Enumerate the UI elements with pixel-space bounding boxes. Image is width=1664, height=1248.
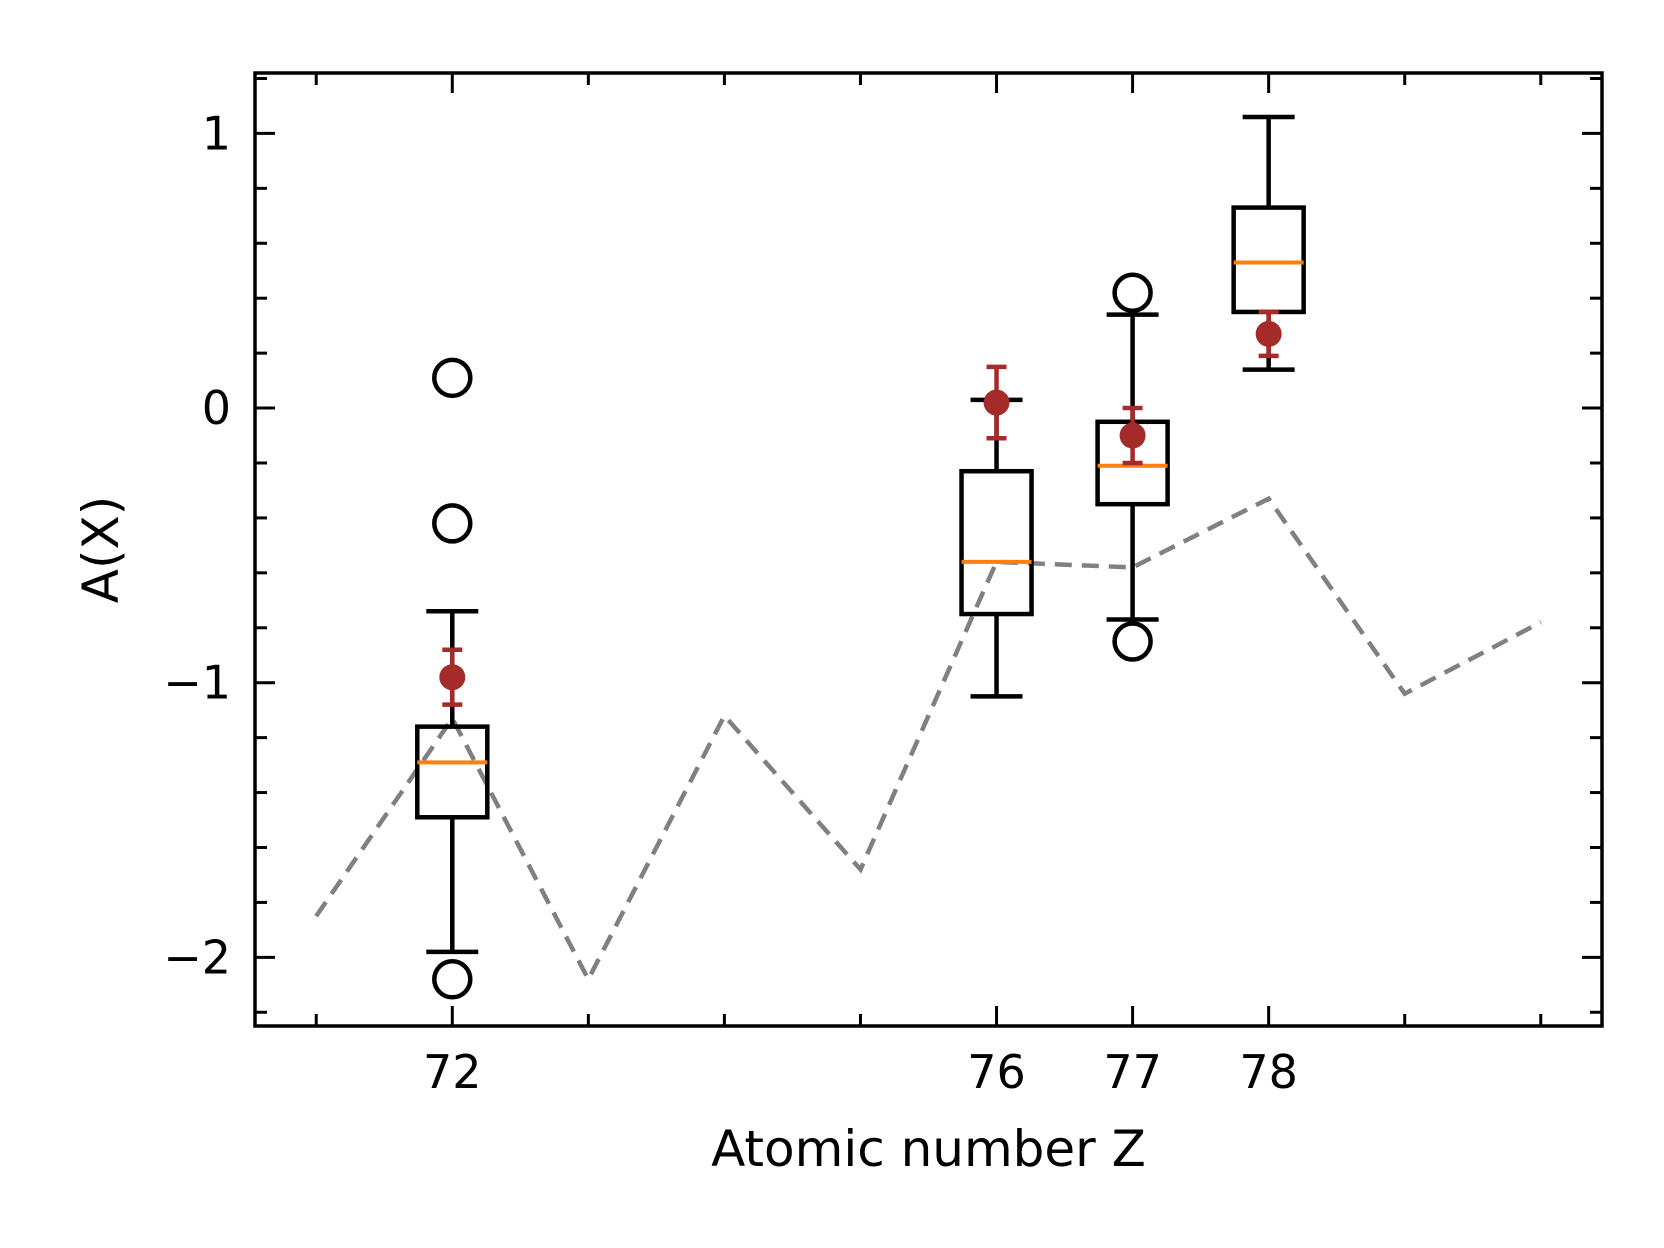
y-tick-label: 0 (202, 381, 231, 435)
y-tick-label: 1 (202, 106, 231, 160)
x-axis-label: Atomic number Z (711, 1120, 1146, 1178)
point-marker (1255, 320, 1282, 347)
axis-ticks: 72 76 77 78 −2 −1 0 1 (163, 73, 1602, 1099)
x-tick-label: 77 (1103, 1045, 1162, 1099)
plot-marks (314, 114, 1542, 1000)
box-72 (415, 357, 490, 1000)
y-tick-label: −1 (163, 656, 231, 710)
outlier-point (1112, 621, 1153, 662)
x-tick-label: 72 (423, 1045, 482, 1099)
box-body (1231, 205, 1306, 315)
data-point-78 (1255, 309, 1282, 359)
x-tick-label: 78 (1239, 1045, 1298, 1099)
data-point-77 (1119, 405, 1146, 466)
dashed-line-series (314, 495, 1542, 985)
box-77 (1095, 272, 1170, 662)
y-axis-label: A(X) (72, 496, 130, 603)
x-tick-label: 76 (967, 1045, 1026, 1099)
box-body (415, 724, 490, 820)
data-point-72 (439, 647, 466, 707)
outlier-point (432, 503, 473, 544)
plot-frame (253, 71, 1604, 1028)
outlier-point (1112, 272, 1153, 313)
box-76 (959, 397, 1034, 699)
outlier-point (432, 357, 473, 399)
point-marker (1119, 422, 1146, 449)
y-tick-label: −2 (163, 930, 231, 984)
point-marker (439, 664, 466, 691)
data-point-76 (983, 364, 1010, 441)
outlier-point (432, 959, 473, 1000)
box-body (959, 468, 1034, 617)
point-marker (983, 389, 1010, 416)
